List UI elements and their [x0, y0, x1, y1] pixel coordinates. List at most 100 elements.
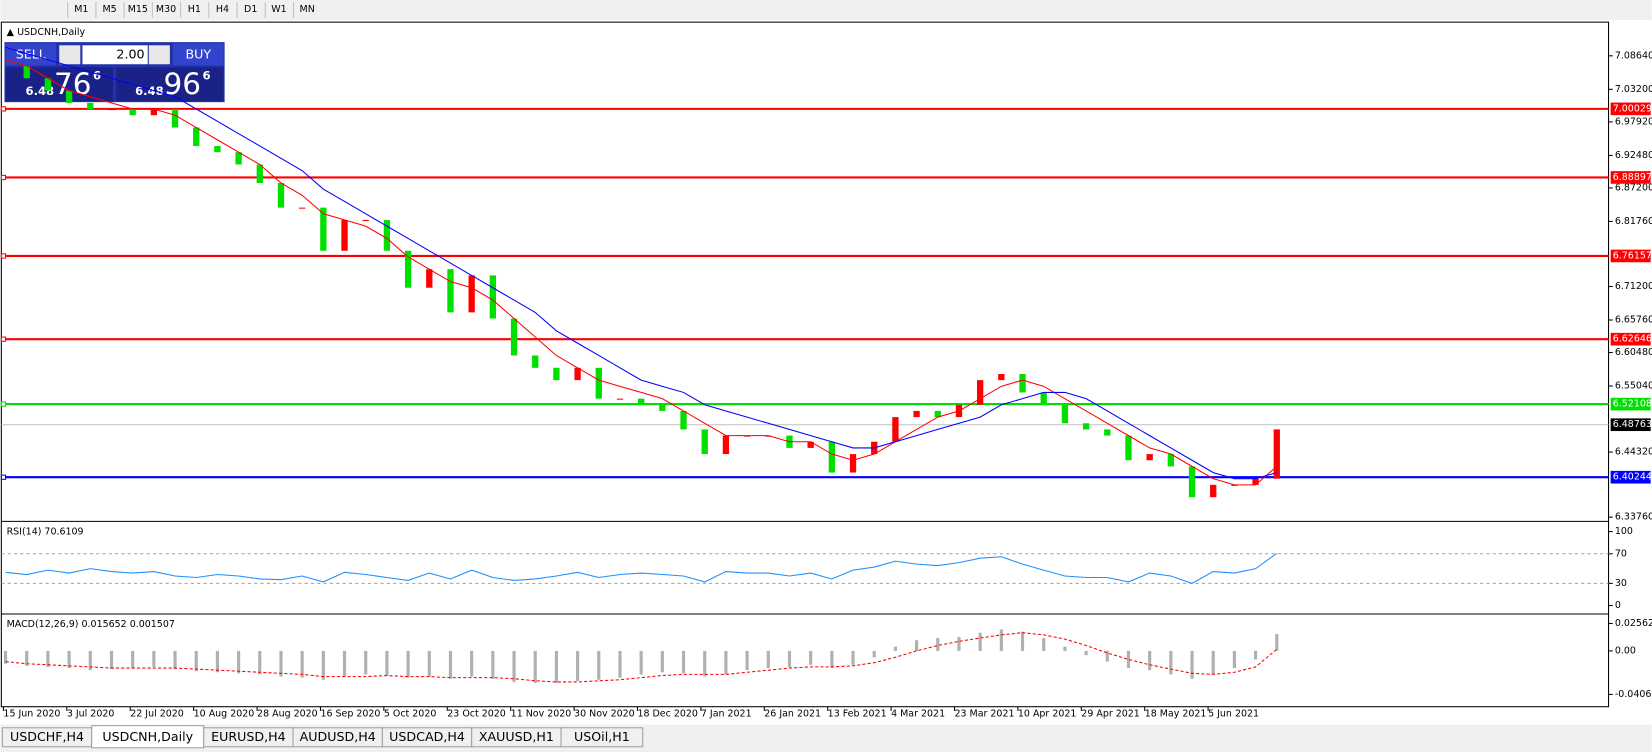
macd-bar [1042, 638, 1046, 651]
timeframe-button[interactable]: H1 [188, 4, 201, 15]
tab-label[interactable]: USDCNH,Daily [102, 729, 193, 744]
macd-tick-label: 0.00 [1615, 645, 1636, 656]
buy-label[interactable]: BUY [185, 46, 211, 61]
timeframe-button[interactable]: W1 [271, 4, 286, 15]
macd-bar [448, 650, 453, 679]
lot-down[interactable] [59, 45, 81, 65]
tab[interactable] [560, 727, 644, 748]
candle [1082, 423, 1090, 430]
candle [150, 109, 158, 116]
rsi-tick-label: 0 [1615, 600, 1621, 611]
candle [383, 219, 391, 251]
date-label: 23 Mar 2021 [954, 709, 1014, 720]
tab-label[interactable]: AUDUSD,H4 [300, 729, 376, 744]
price-tick-label: 6.81760 [1615, 216, 1652, 227]
timeframe-button[interactable]: H4 [216, 4, 229, 15]
buy-button[interactable] [173, 43, 224, 66]
macd-bar [194, 650, 198, 672]
date-label: 30 Nov 2020 [574, 709, 635, 720]
candle [828, 441, 836, 473]
macd-bar [703, 650, 707, 677]
macd-bar [67, 650, 71, 669]
level-handle[interactable] [0, 401, 7, 407]
candle [849, 454, 857, 473]
macd-signal [5, 632, 1278, 683]
candle [489, 275, 497, 319]
timeframe-button[interactable]: M5 [102, 4, 116, 15]
tab-label[interactable]: USDCHF,H4 [10, 729, 84, 744]
sell-label[interactable]: SELL [16, 46, 46, 61]
macd-bar [512, 650, 516, 682]
candle [87, 102, 94, 110]
level-tag [1610, 102, 1651, 116]
macd-bar [470, 650, 474, 677]
tab-label[interactable]: USDCAD,H4 [389, 729, 465, 744]
sell-button[interactable] [5, 43, 57, 66]
current-price-label: 6.48763 [1613, 419, 1652, 430]
timeframe-button[interactable]: M15 [128, 4, 148, 15]
level-handle[interactable] [0, 253, 7, 259]
lot-value[interactable]: 2.00 [116, 46, 144, 61]
candle [1210, 484, 1217, 498]
price-tick-label: 6.55040 [1615, 381, 1652, 392]
candle [807, 441, 814, 448]
level-tag [1610, 397, 1651, 411]
tab-label[interactable]: EURUSD,H4 [211, 729, 286, 744]
timeframe-button[interactable]: D1 [244, 4, 257, 15]
timeframe-button[interactable]: M30 [156, 4, 176, 15]
lot-up[interactable] [148, 45, 170, 65]
date-label: 22 Jul 2020 [130, 709, 184, 720]
candle [256, 164, 263, 183]
candle [934, 410, 941, 418]
price-tick-label: 6.33760 [1615, 512, 1652, 523]
candle [1125, 435, 1132, 461]
date-label: 23 Oct 2020 [447, 709, 506, 720]
macd-bar [554, 650, 558, 683]
candle [341, 219, 348, 251]
candle [193, 127, 200, 147]
current-price-tag [1610, 418, 1651, 432]
macd-bar [893, 646, 897, 651]
candle [44, 78, 52, 91]
candle [532, 355, 539, 368]
price-tick-label: 6.97920 [1615, 116, 1652, 127]
date-label: 18 Dec 2020 [637, 709, 698, 720]
macd-bar [851, 650, 855, 665]
macd-bar [745, 650, 749, 671]
candle [23, 65, 30, 79]
macd-bar [258, 650, 262, 675]
collapse-arrow: ▲ [7, 27, 15, 38]
timeframe-button[interactable]: MN [300, 4, 315, 15]
level-label: 7.00029 [1613, 103, 1652, 114]
macd-bar [533, 650, 537, 683]
macd-bar [787, 650, 792, 667]
candle [1019, 373, 1026, 393]
rsi-label: RSI(14) 70.6109 [7, 526, 84, 537]
tab-label[interactable]: USOil,H1 [574, 729, 630, 744]
level-handle[interactable] [0, 174, 7, 181]
level-handle[interactable] [0, 106, 7, 112]
candle [235, 152, 242, 165]
macd-bar [215, 650, 219, 673]
level-handle[interactable] [0, 336, 7, 342]
timeframe-button[interactable]: M1 [74, 4, 88, 15]
buy-price-fraction[interactable]: 6 [202, 68, 210, 82]
sell-price-fraction[interactable]: 6 [93, 68, 101, 82]
date-label: 10 Apr 2021 [1018, 709, 1077, 720]
macd-bar [300, 650, 304, 678]
candle [553, 367, 560, 381]
candle [574, 367, 581, 381]
date-label: 13 Feb 2021 [828, 709, 887, 720]
lot-input[interactable] [82, 45, 148, 65]
candle [595, 367, 602, 399]
tab-label[interactable]: XAUUSD,H1 [479, 729, 554, 744]
macd-bar [279, 650, 283, 677]
level-handle[interactable] [0, 474, 7, 480]
macd-bar [576, 650, 580, 681]
candle [447, 269, 454, 313]
date-label: 28 Aug 2020 [257, 709, 318, 720]
buy-price-pips[interactable]: 96 [164, 67, 202, 101]
macd-bar [1063, 646, 1067, 651]
date-label: 29 Apr 2021 [1081, 709, 1140, 720]
